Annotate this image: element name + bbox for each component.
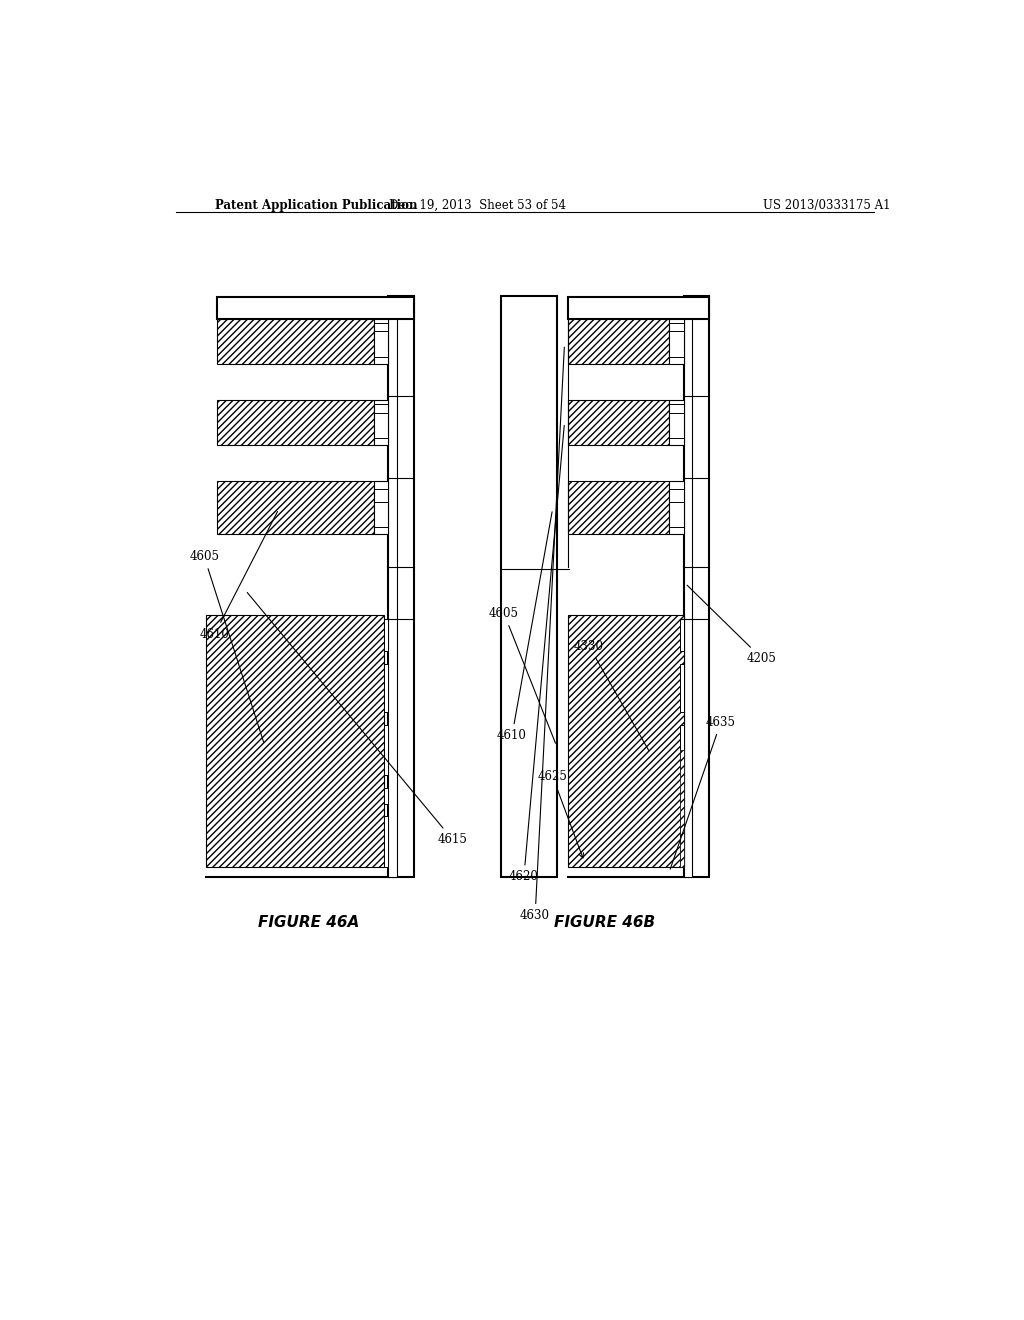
Text: 4635: 4635 bbox=[670, 715, 735, 870]
Bar bbox=[374, 480, 388, 535]
Bar bbox=[374, 400, 388, 445]
Bar bbox=[568, 319, 670, 364]
Text: Dec. 19, 2013  Sheet 53 of 54: Dec. 19, 2013 Sheet 53 of 54 bbox=[389, 199, 565, 213]
Bar bbox=[217, 400, 374, 445]
Text: 4205: 4205 bbox=[687, 585, 777, 665]
Bar bbox=[670, 480, 684, 535]
Bar bbox=[374, 319, 388, 364]
Bar bbox=[568, 400, 670, 445]
Bar bbox=[501, 296, 557, 876]
Bar bbox=[217, 319, 374, 364]
Bar bbox=[384, 725, 388, 775]
Bar bbox=[388, 296, 397, 876]
Bar bbox=[384, 664, 388, 713]
Bar bbox=[384, 816, 388, 867]
Text: FIGURE 46B: FIGURE 46B bbox=[554, 915, 654, 929]
Text: 4610: 4610 bbox=[200, 512, 278, 640]
Bar bbox=[680, 664, 684, 713]
Bar bbox=[670, 319, 684, 364]
Bar bbox=[217, 480, 374, 535]
Text: FIGURE 46A: FIGURE 46A bbox=[258, 915, 359, 929]
Bar bbox=[568, 297, 709, 319]
Text: 4615: 4615 bbox=[247, 593, 467, 846]
Bar bbox=[684, 296, 709, 876]
Bar bbox=[388, 296, 414, 876]
Bar bbox=[568, 480, 670, 535]
Bar bbox=[384, 619, 388, 651]
Text: 4610: 4610 bbox=[497, 512, 552, 742]
Text: 4605: 4605 bbox=[489, 607, 555, 743]
Bar bbox=[217, 297, 414, 319]
Bar bbox=[680, 619, 684, 651]
Text: 4620: 4620 bbox=[509, 425, 564, 883]
Text: 4625: 4625 bbox=[538, 770, 584, 858]
Bar bbox=[680, 816, 684, 867]
Bar bbox=[680, 725, 684, 775]
Bar bbox=[206, 615, 384, 867]
Bar bbox=[684, 296, 692, 876]
Bar bbox=[670, 400, 684, 445]
Bar bbox=[680, 750, 684, 867]
Text: 4330: 4330 bbox=[574, 640, 649, 751]
Text: Patent Application Publication: Patent Application Publication bbox=[215, 199, 418, 213]
Bar bbox=[384, 788, 388, 804]
Text: 4605: 4605 bbox=[189, 550, 263, 742]
Text: 4630: 4630 bbox=[520, 347, 564, 923]
Bar bbox=[680, 788, 684, 804]
Text: US 2013/0333175 A1: US 2013/0333175 A1 bbox=[763, 199, 891, 213]
Bar bbox=[568, 615, 684, 867]
